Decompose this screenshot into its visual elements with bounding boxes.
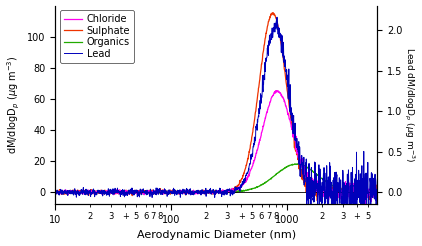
Y-axis label: Lead dM/dlogD$_p$ ($\mu$g m$^{-3}$): Lead dM/dlogD$_p$ ($\mu$g m$^{-3}$) (402, 47, 417, 163)
Y-axis label: dM/dlogD$_p$ ($\mu$g m$^{-3}$): dM/dlogD$_p$ ($\mu$g m$^{-3}$) (5, 56, 22, 154)
X-axis label: Aerodynamic Diameter (nm): Aerodynamic Diameter (nm) (137, 231, 296, 240)
Legend: Chloride, Sulphate, Organics, Lead: Chloride, Sulphate, Organics, Lead (60, 10, 134, 62)
